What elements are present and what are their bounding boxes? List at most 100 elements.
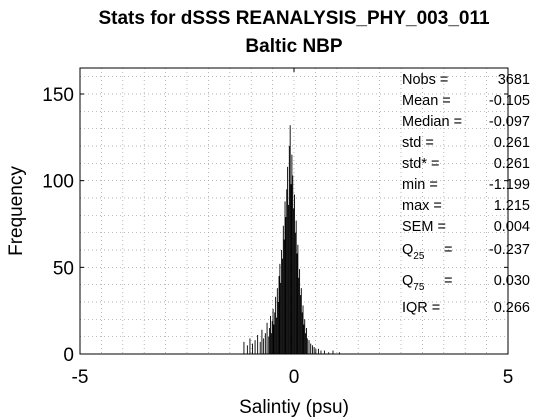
histogram-bar [338, 352, 340, 354]
y-tick-label: 50 [53, 258, 74, 279]
histogram-bar [276, 317, 277, 354]
histogram-bar [323, 350, 325, 354]
histogram-bar [243, 341, 245, 354]
y-tick-label: 150 [42, 85, 74, 106]
stat-label: max = [402, 198, 442, 214]
histogram-bar [298, 277, 300, 354]
histogram-bar [304, 319, 306, 354]
histogram-bar [306, 338, 308, 354]
histogram-bar [311, 345, 313, 354]
histogram-bar [302, 305, 304, 354]
x-tick-label: 0 [289, 367, 300, 388]
histogram-bar [296, 253, 298, 354]
y-tick-label: 100 [42, 172, 74, 193]
histogram-bar [285, 217, 287, 354]
histogram-bar [284, 201, 286, 354]
stat-value: 0.261 [494, 156, 530, 172]
histogram-bar [281, 250, 283, 354]
stat-value: -0.105 [489, 93, 530, 109]
histogram-bar [295, 220, 297, 354]
x-tick-label: -5 [72, 367, 89, 388]
axis-ticks [79, 68, 509, 355]
histogram-bar [266, 322, 268, 354]
y-tick-labels: 0 50 100 150 [42, 85, 74, 366]
histogram-bar [313, 347, 315, 354]
y-axis-label: Frequency [6, 166, 27, 256]
histogram-bar [290, 184, 292, 354]
histogram-bar [277, 302, 279, 354]
stat-label: std = [402, 135, 434, 151]
x-axis-label: Salintiy (psu) [239, 397, 349, 418]
x-tick-label: 5 [503, 367, 514, 388]
histogram-bar [261, 329, 263, 354]
stat-value: 0.004 [494, 219, 530, 235]
histogram-bar [299, 295, 301, 354]
histogram-bar [259, 341, 261, 354]
histogram-bar [282, 225, 284, 354]
histogram-bar [297, 244, 299, 354]
histogram-bar [272, 308, 274, 354]
stat-equals: = [444, 273, 452, 289]
histogram-bar [305, 333, 307, 354]
stat-value: 1.215 [494, 198, 530, 214]
histogram-bar [305, 328, 307, 354]
stat-label: min = [402, 177, 438, 193]
stat-value: 0.030 [494, 273, 530, 289]
histogram-bar [289, 125, 291, 354]
stat-label: Median = [402, 114, 462, 130]
histogram-bar [269, 328, 271, 354]
stat-label: Mean = [402, 93, 451, 109]
histogram-bar [246, 345, 248, 354]
histogram-bar [328, 352, 330, 354]
stat-label: IQR = [402, 300, 440, 316]
histogram-bar [287, 166, 289, 354]
stat-label: Q75 [402, 273, 425, 293]
histogram-bar [283, 239, 285, 354]
stat-label: Nobs = [402, 72, 448, 88]
histogram-bar [274, 312, 276, 354]
histogram-bar [279, 263, 281, 354]
stat-value: 3681 [498, 72, 530, 88]
histogram-bar [299, 269, 301, 354]
stat-equals: = [444, 242, 452, 258]
histogram-bar [320, 350, 322, 354]
histogram-bar [294, 194, 295, 354]
stat-value: -0.097 [489, 114, 530, 130]
histogram-bar [332, 350, 334, 354]
stat-value: -0.237 [489, 242, 530, 258]
stat-value: -1.199 [489, 177, 530, 193]
histogram-bar [270, 333, 272, 354]
histogram-bar [257, 334, 259, 354]
chart-title: Stats for dSSS REANALYSIS_PHY_003_011 [98, 8, 490, 29]
stat-label: SEM = [402, 219, 446, 235]
histogram-bar [278, 276, 280, 354]
chart-subtitle: Baltic NBP [245, 36, 342, 57]
histogram-bar [254, 340, 256, 354]
histogram-bar [294, 232, 296, 354]
histogram-bar [276, 288, 278, 354]
grid-lines [80, 68, 508, 354]
histogram-bar [275, 296, 277, 354]
histogram-bar [263, 338, 265, 354]
histogram-bar [268, 336, 270, 354]
stat-value: 0.261 [494, 135, 530, 151]
histogram-bar [293, 208, 295, 354]
histogram-bar [270, 315, 271, 354]
histogram-bar [280, 282, 282, 354]
histogram-bar [252, 343, 253, 354]
histogram-bar [303, 324, 305, 354]
histogram-bar [273, 324, 275, 354]
histogram-bar [310, 343, 312, 354]
histogram-bars [243, 125, 340, 354]
histogram-bar [301, 312, 303, 354]
stat-label: std* = [402, 156, 439, 172]
histogram-bar [317, 348, 319, 354]
histogram-bar [288, 146, 290, 354]
histogram-bar [249, 338, 251, 354]
stat-value: 0.266 [494, 300, 530, 316]
histogram-bar [286, 189, 288, 354]
statistics-panel: Nobs = 3681 Mean = -0.105 Median = -0.097 std … [402, 72, 530, 316]
x-tick-labels: -5 0 5 [72, 367, 514, 388]
histogram-bar [315, 348, 317, 354]
